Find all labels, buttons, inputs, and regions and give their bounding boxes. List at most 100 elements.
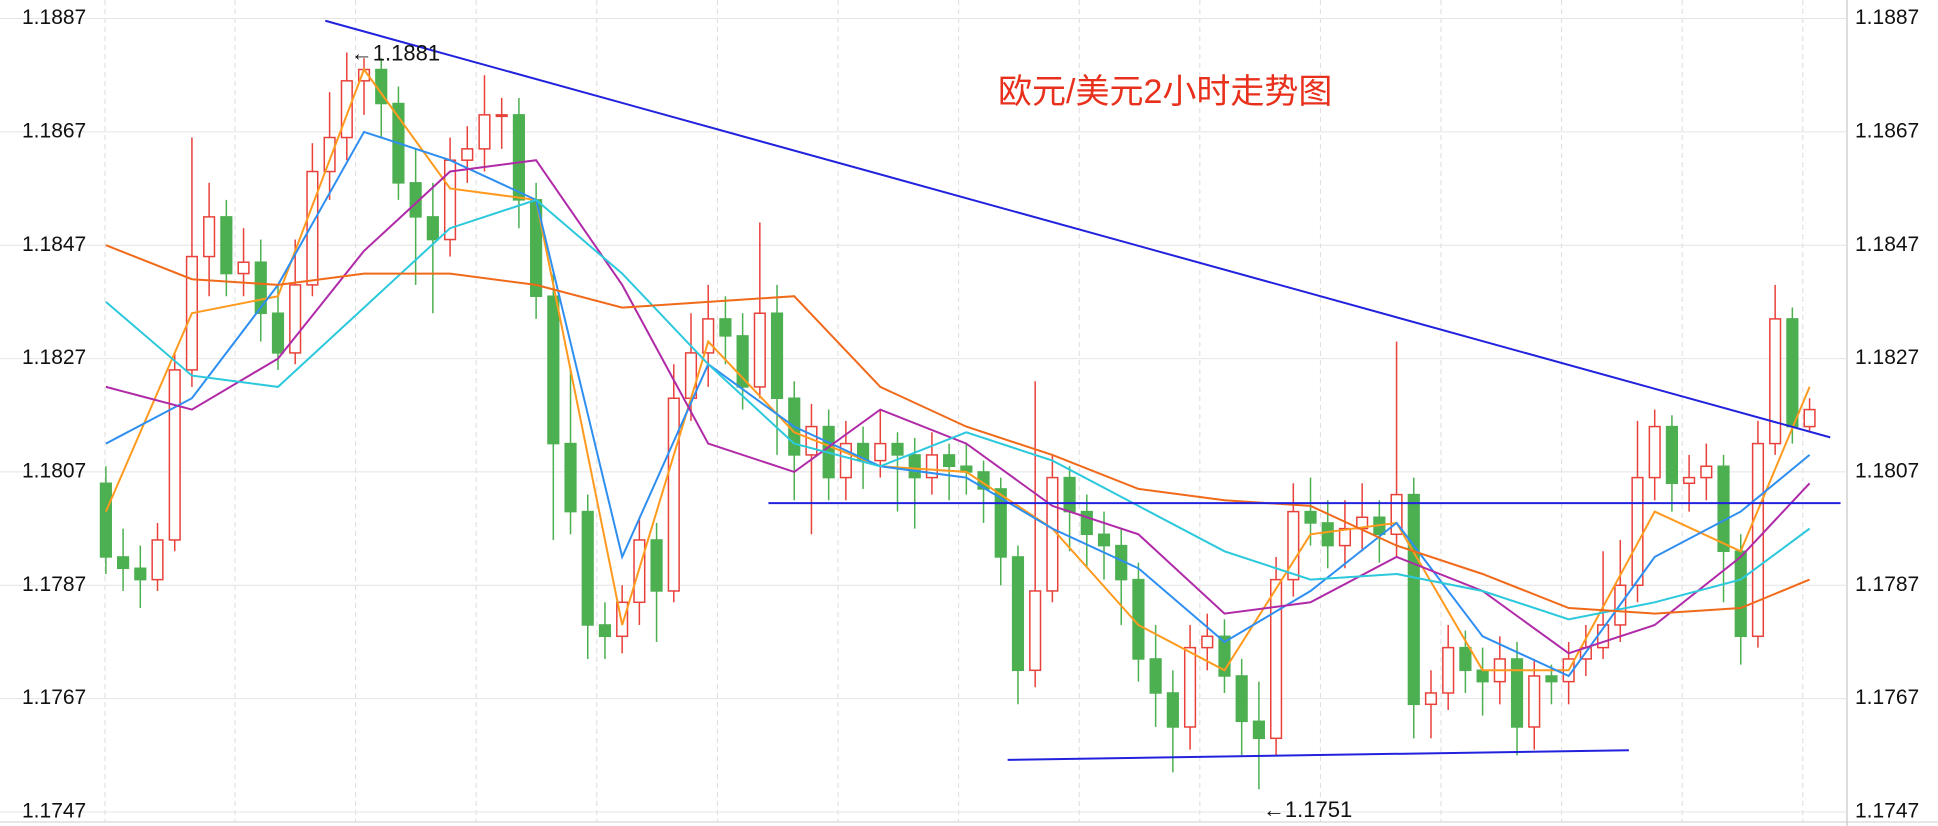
candle-body bbox=[891, 442, 904, 456]
candle-body bbox=[598, 624, 612, 638]
candle-body bbox=[753, 312, 766, 388]
candle-body bbox=[1769, 318, 1782, 445]
candle-body bbox=[289, 284, 302, 354]
y-tick-label: 1.1887 bbox=[22, 6, 86, 29]
candle-body bbox=[1717, 465, 1730, 553]
moving-average-line bbox=[105, 130, 1811, 678]
y-tick-label-right: 1.1767 bbox=[1855, 686, 1919, 709]
y-tick-label-right: 1.1747 bbox=[1855, 800, 1919, 823]
candle-body bbox=[925, 454, 939, 479]
candle-body bbox=[1683, 476, 1696, 485]
candle-body bbox=[512, 114, 525, 201]
moving-average-line bbox=[105, 198, 1811, 621]
candle-body bbox=[1252, 720, 1265, 740]
candle-body bbox=[1803, 408, 1816, 428]
y-tick-label-right: 1.1867 bbox=[1855, 119, 1919, 142]
candle-body bbox=[736, 335, 749, 388]
candle-body bbox=[1476, 669, 1489, 683]
candle-body bbox=[1459, 646, 1472, 672]
moving-average-line bbox=[104, 67, 1811, 672]
vertical-grid bbox=[104, 0, 1804, 822]
candle-body bbox=[667, 397, 680, 592]
candle-body bbox=[1407, 493, 1420, 706]
candle-body bbox=[271, 312, 285, 354]
trend-line bbox=[1007, 749, 1629, 761]
y-tick-label: 1.1747 bbox=[22, 800, 86, 823]
candle-body bbox=[151, 539, 164, 581]
candle-body bbox=[1665, 425, 1678, 485]
candle-body bbox=[203, 216, 216, 258]
candle-body bbox=[1183, 646, 1197, 728]
candle-body bbox=[340, 80, 353, 139]
candle-body bbox=[134, 567, 147, 581]
candle-body bbox=[1201, 635, 1214, 649]
candle-body bbox=[856, 442, 870, 462]
candle-body bbox=[168, 369, 181, 541]
candle-body bbox=[1786, 318, 1799, 428]
y-tick-label: 1.1867 bbox=[22, 119, 86, 142]
candle-body bbox=[702, 318, 715, 354]
candle-body bbox=[1080, 510, 1093, 536]
chart-title: 欧元/美元2小时走势图 bbox=[998, 73, 1332, 111]
candle-body bbox=[770, 312, 784, 399]
candle-body bbox=[478, 114, 491, 150]
candle-body bbox=[616, 601, 629, 638]
candle-body bbox=[409, 182, 422, 218]
candle-body bbox=[1424, 692, 1438, 706]
candle-body bbox=[1097, 533, 1111, 547]
candle-body bbox=[323, 136, 336, 173]
candle-body bbox=[1304, 510, 1317, 524]
candle-body bbox=[650, 539, 663, 592]
y-tick-label-right: 1.1847 bbox=[1855, 233, 1919, 256]
candle-body bbox=[994, 488, 1007, 558]
candle-body bbox=[220, 216, 233, 275]
y-tick-label-right: 1.1807 bbox=[1855, 459, 1919, 482]
y-tick-label: 1.1827 bbox=[22, 346, 86, 369]
candle-body bbox=[1321, 522, 1334, 547]
trend-line bbox=[325, 19, 1831, 439]
y-tick-label: 1.1767 bbox=[22, 686, 86, 709]
candle-body bbox=[237, 261, 250, 275]
moving-average-line bbox=[105, 244, 1810, 615]
candle-body bbox=[99, 482, 112, 558]
candle-body bbox=[1390, 493, 1403, 536]
candle-body bbox=[306, 170, 319, 286]
moving-average-line bbox=[105, 159, 1811, 655]
candle-body bbox=[1338, 527, 1352, 547]
y-tick-label: 1.1847 bbox=[22, 233, 86, 256]
candle-body bbox=[1218, 635, 1231, 677]
candle-body bbox=[1046, 476, 1059, 592]
y-tick-label-right: 1.1887 bbox=[1855, 6, 1919, 29]
candle-body bbox=[1235, 675, 1248, 723]
candle-body bbox=[1287, 510, 1300, 581]
low-annotation: ←1.1751 bbox=[1263, 797, 1352, 822]
candle-body bbox=[839, 442, 852, 479]
candle-body bbox=[1700, 465, 1713, 479]
candle-body bbox=[1442, 646, 1455, 694]
candle-body bbox=[874, 442, 887, 462]
candle-body bbox=[564, 442, 577, 513]
candle-body bbox=[117, 556, 130, 570]
candle-body bbox=[1751, 442, 1765, 638]
candle-body bbox=[547, 295, 560, 445]
y-tick-label-right: 1.1787 bbox=[1855, 573, 1919, 596]
y-tick-label: 1.1787 bbox=[22, 573, 86, 596]
candle-body bbox=[1356, 516, 1369, 530]
candle-body bbox=[1063, 476, 1076, 513]
candle-body bbox=[581, 510, 594, 626]
candle-body bbox=[254, 261, 267, 314]
candle-body bbox=[1166, 692, 1179, 728]
candle-body bbox=[684, 352, 698, 399]
candle-body bbox=[1734, 550, 1747, 638]
candle-body bbox=[426, 216, 439, 241]
candle-body bbox=[1648, 425, 1661, 479]
candle-body bbox=[495, 114, 508, 118]
candle-body bbox=[719, 318, 732, 337]
candle-body bbox=[1510, 658, 1524, 728]
candle-body bbox=[943, 454, 956, 468]
candle-body bbox=[1149, 658, 1162, 694]
y-tick-label-right: 1.1827 bbox=[1855, 346, 1919, 369]
high-annotation: ←1.1881 bbox=[351, 40, 440, 65]
